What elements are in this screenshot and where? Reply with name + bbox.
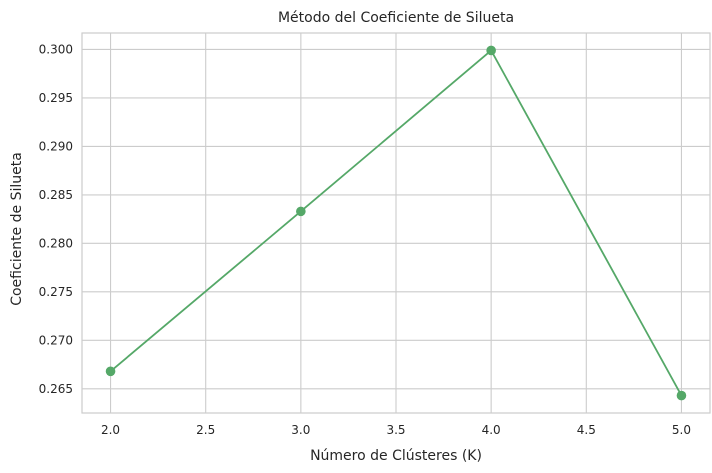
x-tick-label: 5.0 [672, 423, 691, 437]
x-tick-label: 2.5 [196, 423, 215, 437]
y-tick-label: 0.275 [39, 285, 73, 299]
chart-title: Método del Coeficiente de Silueta [278, 10, 514, 26]
y-tick-label: 0.280 [39, 236, 73, 250]
grid [82, 33, 710, 413]
data-point [296, 207, 306, 217]
y-axis-label: Coeficiente de Silueta [9, 152, 25, 306]
tick-labels: 2.0 2.5 3.0 3.5 4.0 4.5 5.0 0.265 0.270 0.275 0.28… [39, 42, 691, 437]
x-tick-label: 2.0 [101, 423, 120, 437]
y-tick-label: 0.265 [39, 382, 73, 396]
y-tick-label: 0.270 [39, 333, 73, 347]
x-tick-label: 4.5 [577, 423, 596, 437]
data-point [486, 46, 496, 56]
x-tick-label: 4.0 [482, 423, 501, 437]
x-tick-label: 3.0 [291, 423, 310, 437]
y-tick-label: 0.290 [39, 139, 73, 153]
x-tick-label: 3.5 [386, 423, 405, 437]
data-point [106, 367, 116, 377]
y-tick-label: 0.300 [39, 42, 73, 56]
x-axis-label: Número de Clústeres (K) [310, 448, 482, 464]
y-tick-label: 0.285 [39, 188, 73, 202]
y-tick-label: 0.295 [39, 91, 73, 105]
data-point [677, 391, 687, 401]
